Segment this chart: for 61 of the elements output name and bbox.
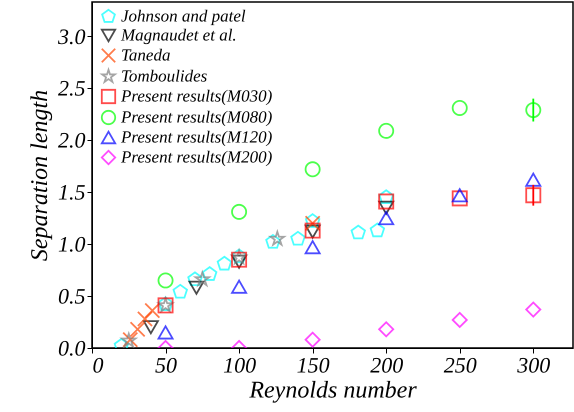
point [304, 161, 321, 178]
point [378, 189, 394, 204]
point [216, 256, 232, 270]
legend-label: Johnson and patel [121, 6, 246, 26]
point [136, 310, 153, 327]
point [304, 215, 321, 232]
y-tick-label: 0.0 [58, 336, 86, 360]
x-tick-label: 0 [92, 352, 104, 378]
y-tick-label: 3.0 [57, 24, 86, 49]
point [304, 332, 321, 348]
y-tick-label: 2.0 [58, 128, 86, 153]
point [265, 234, 281, 249]
point [187, 271, 203, 286]
point [378, 200, 394, 215]
point [142, 320, 159, 334]
point [525, 172, 542, 187]
legend-label: Present results(M200) [120, 148, 273, 166]
point [452, 188, 468, 202]
point [378, 321, 394, 338]
point [525, 302, 542, 318]
y-tick-label: 1.0 [58, 232, 86, 257]
point [270, 230, 285, 246]
point [304, 240, 321, 254]
point [378, 194, 394, 210]
legend-label: Tomboulides [121, 66, 208, 86]
x-tick-label: 100 [223, 352, 256, 378]
legend-label: Present results(M080) [120, 108, 273, 126]
x-tick-label: 50 [155, 352, 178, 378]
point [525, 102, 542, 118]
point [158, 272, 174, 288]
y-tick-label: 2.5 [58, 76, 86, 101]
legend-label: Magnaudet et al. [120, 26, 237, 44]
x-tick-label: 250 [444, 352, 477, 378]
legend-label: Taneda [121, 46, 170, 64]
point [290, 230, 306, 246]
point [378, 211, 394, 226]
point [231, 280, 248, 294]
point [452, 190, 468, 206]
point [172, 284, 188, 299]
point [231, 204, 248, 220]
point [305, 213, 320, 228]
legend-label: Present results(M120) [120, 128, 273, 146]
point [370, 222, 385, 238]
y-tick-label: 1.5 [58, 180, 86, 205]
legend-label: Present results(M030) [120, 86, 273, 106]
point [452, 100, 468, 116]
point [194, 271, 210, 286]
y-tick-label: 0.5 [58, 284, 86, 309]
x-tick-label: 200 [370, 352, 404, 378]
point [130, 321, 146, 338]
point [188, 280, 204, 295]
y-axis-title: Separation length [27, 90, 53, 262]
x-tick-label: 150 [296, 352, 330, 378]
point [452, 312, 468, 328]
point [525, 187, 542, 204]
x-axis-title: Reynolds number [248, 378, 418, 404]
point [158, 325, 174, 340]
point [378, 122, 394, 139]
point [350, 224, 366, 240]
point [144, 302, 160, 319]
x-tick-label: 300 [516, 352, 550, 378]
